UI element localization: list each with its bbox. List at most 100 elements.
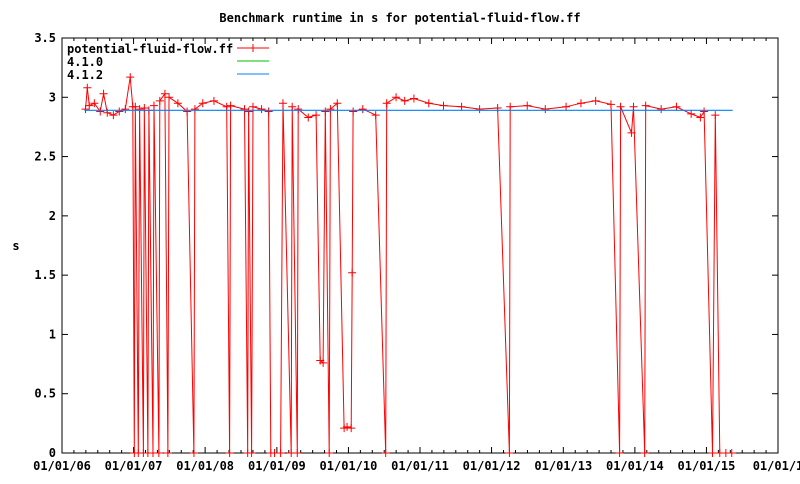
data-point [293,449,302,457]
data-point [312,111,321,120]
x-tick-label: 01/01/07 [105,459,163,473]
data-point [160,89,169,98]
data-point [727,449,736,457]
data-point [198,99,207,108]
data-point [358,105,367,114]
data-point [382,99,391,108]
data-point [627,128,636,137]
y-tick-label: 3 [49,90,56,104]
y-tick-label: 1.5 [34,268,56,282]
data-point [163,449,172,457]
data-point [505,449,514,457]
data-point [155,96,164,105]
data-point [276,449,285,457]
data-point [708,449,717,457]
data-point [349,107,358,116]
data-point [506,102,515,111]
data-point [400,96,409,105]
data-point [131,102,140,111]
y-axis-label: s [12,239,19,253]
data-point [629,102,638,111]
data-point [247,449,256,457]
data-point [576,99,585,108]
y-tick-label: 0.5 [34,387,56,401]
data-point [711,111,720,120]
data-point [439,101,448,110]
data-point [135,105,144,114]
data-point [115,107,124,116]
y-tick-label: 3.5 [34,31,56,45]
data-point [173,99,182,108]
legend-label-2: 4.1.2 [67,68,103,82]
x-tick-label: 01/01/11 [391,459,449,473]
data-point [696,113,705,122]
data-point [616,102,625,111]
data-point [700,107,709,116]
data-point [190,105,199,114]
data-point [121,105,130,114]
axis-ticks: 0 0.5 1 1.5 2 2.5 3 3.5 01/01/06 01/01/07 01/01/08… [33,31,800,473]
data-point [672,102,681,111]
legend-label-1: 4.1.0 [67,55,103,69]
data-point [96,107,105,116]
data-point [248,102,257,111]
data-point [687,109,696,118]
data-point [541,105,550,114]
x-tick-label: 01/01/09 [248,459,306,473]
data-point [562,102,571,111]
data-point [326,105,335,114]
data-point [126,73,135,82]
data-point [475,105,484,114]
data-point [457,102,466,111]
data-point [409,94,418,103]
data-point [85,101,94,110]
data-point [154,449,163,457]
data-point [381,449,390,457]
data-point [347,424,356,433]
x-tick-label: 01/01/15 [678,459,736,473]
y-tick-label: 1 [49,327,56,341]
data-point [371,111,380,120]
data-point [348,268,357,277]
data-point [343,422,352,431]
data-point [165,93,174,102]
series-line-0 [85,77,732,454]
data-point [657,105,666,114]
data-point [640,449,649,457]
x-tick-label: 01/01/10 [320,459,378,473]
data-point [333,99,342,108]
x-tick-label: 01/01/06 [33,459,91,473]
data-point [209,96,218,105]
data-point [189,449,198,457]
data-point [424,99,433,108]
legend-marker-0 [249,44,257,52]
x-tick-label: 01/01/1 [753,459,800,473]
data-point [641,101,650,110]
data-point [109,111,118,120]
chart-title: Benchmark runtime in s for potential-flu… [219,11,580,25]
data-point [523,101,532,110]
data-point [325,449,334,457]
data-point [149,101,158,110]
y-tick-label: 2.5 [34,150,56,164]
y-tick-label: 0 [49,446,56,460]
data-point [83,83,92,92]
data-point [81,105,90,114]
data-point [392,93,401,102]
data-point [226,101,235,110]
data-point [225,449,234,457]
data-point [183,107,192,116]
x-tick-label: 01/01/08 [176,459,234,473]
data-point [288,102,297,111]
x-tick-label: 01/01/12 [463,459,521,473]
series-marks [81,73,736,457]
data-point [294,105,303,114]
legend-label-0: potential-fluid-flow.ff [67,42,233,56]
data-point [591,96,600,105]
data-point [257,105,266,114]
data-point [240,105,249,114]
data-point [244,107,253,116]
data-point [222,102,231,111]
x-tick-label: 01/01/13 [534,459,592,473]
